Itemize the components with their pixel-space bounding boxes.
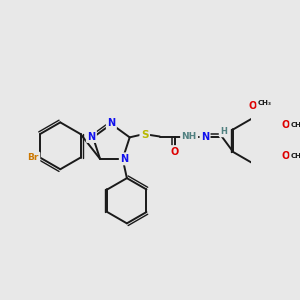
Text: N: N [107, 118, 116, 128]
Text: O: O [171, 147, 179, 157]
Text: CH₃: CH₃ [257, 100, 272, 106]
Text: S: S [141, 130, 148, 140]
Text: O: O [282, 151, 290, 161]
Text: Br: Br [28, 153, 39, 162]
Text: N: N [201, 131, 209, 142]
Text: N: N [120, 154, 128, 164]
Text: N: N [87, 131, 95, 142]
Text: O: O [282, 120, 290, 130]
Text: CH₃: CH₃ [290, 153, 300, 159]
Text: H: H [220, 127, 227, 136]
Text: O: O [249, 100, 257, 110]
Text: NH: NH [182, 132, 197, 141]
Text: CH₃: CH₃ [290, 122, 300, 128]
